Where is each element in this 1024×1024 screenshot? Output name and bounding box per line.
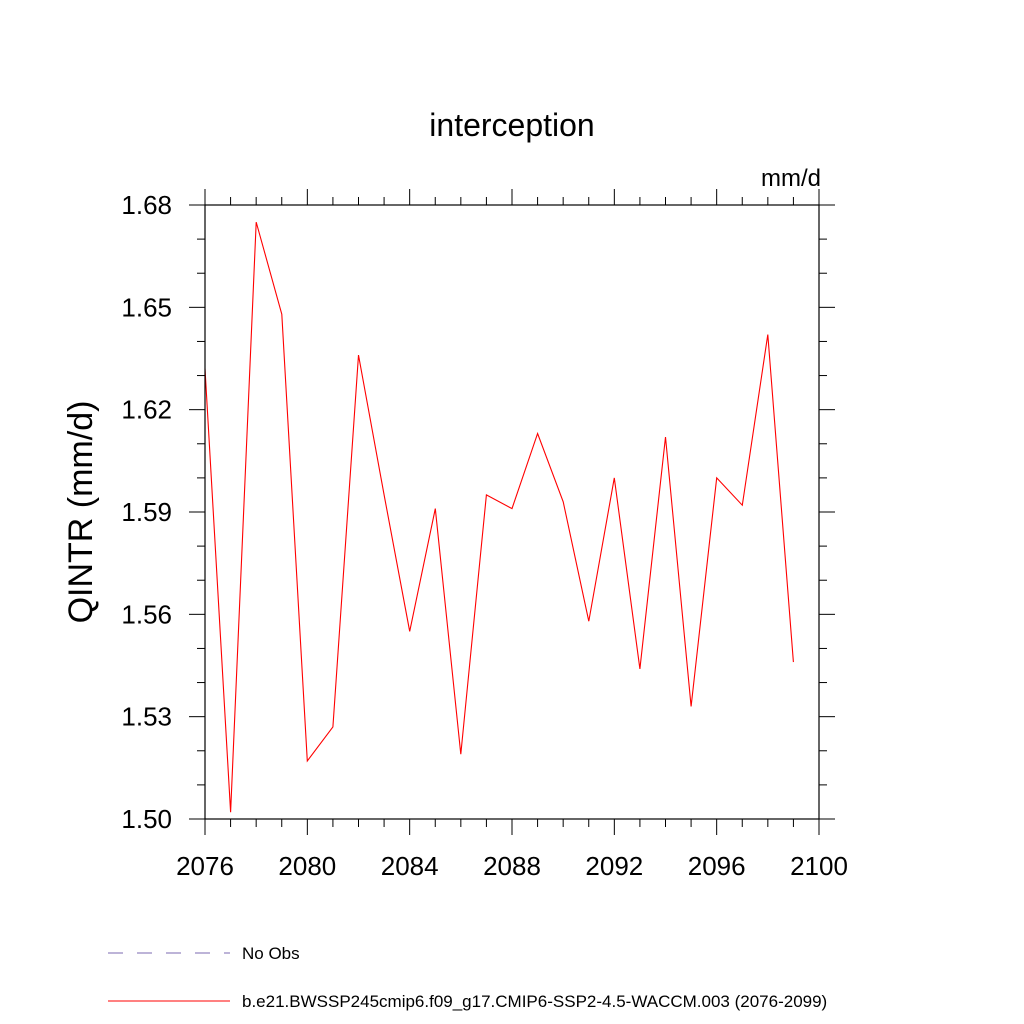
y-tick-label: 1.68 [121,190,172,220]
x-tick-label: 2084 [381,851,439,881]
y-tick-label: 1.53 [121,702,172,732]
x-tick-label: 2080 [278,851,336,881]
x-tick-label: 2088 [483,851,541,881]
y-axis-label: QINTR (mm/d) [62,401,100,624]
y-tick-label: 1.59 [121,497,172,527]
units-label: mm/d [761,165,821,192]
series-lines [204,221,794,813]
x-tick-label: 2076 [176,851,234,881]
chart-title: interception [429,107,594,143]
y-tick-label: 1.65 [121,292,172,322]
legend-label: b.e21.BWSSP245cmip6.f09_g17.CMIP6-SSP2-4… [242,992,827,1011]
x-tick-label: 2100 [790,851,848,881]
series-line [204,221,794,813]
legend-label: No Obs [242,944,300,963]
tick-labels: 2076 2080 2084 2088 2092 2096 2100 1.50 1.53 1.56… [121,190,848,881]
axis-ticks [189,189,835,835]
y-tick-label: 1.50 [121,804,172,834]
x-tick-label: 2096 [688,851,746,881]
x-tick-label: 2092 [585,851,643,881]
y-tick-label: 1.62 [121,395,172,425]
y-tick-label: 1.56 [121,599,172,629]
legend: No Obs b.e21.BWSSP245cmip6.f09_g17.CMIP6-… [108,944,827,1011]
plot-frame [204,204,820,820]
